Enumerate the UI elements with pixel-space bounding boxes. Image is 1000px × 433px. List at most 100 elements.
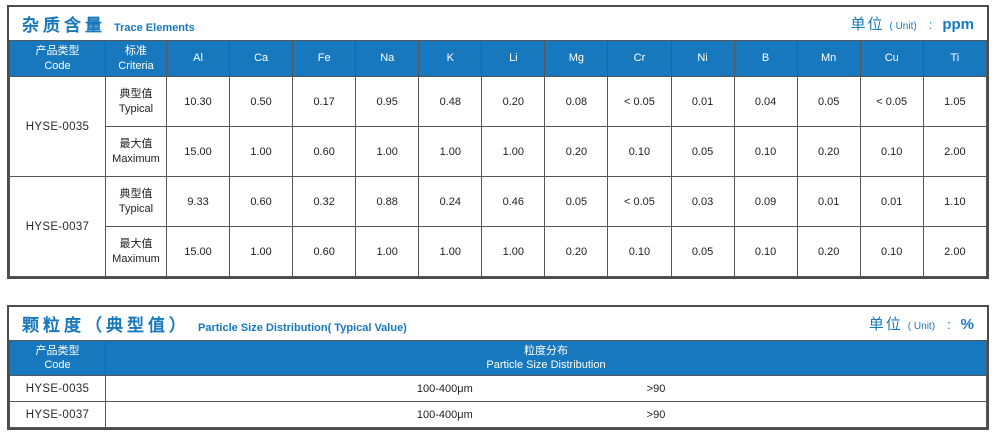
table-row: HYSE-0035 典型值 Typical 10.30 0.50 0.17 0.… (9, 76, 988, 177)
col-header-distribution: 粒度分布 Particle Size Distribution (105, 340, 987, 376)
col-dist-en: Particle Size Distribution (486, 359, 606, 371)
trace-value-cell: 0.50 (229, 76, 294, 127)
criteria-cell: 典型值 Typical (105, 176, 167, 227)
col-header-element: Fe (292, 40, 357, 77)
unit-separator: : (928, 17, 933, 32)
size-percentage: >90 (646, 408, 666, 421)
particle-size-table: 颗粒度（典型值） Particle Size Distribution( Typ… (7, 305, 989, 430)
table-row: 最大值 Maximum 15.00 1.00 0.60 1.00 1.00 1.… (10, 126, 988, 177)
trace-value-cell: 0.60 (292, 126, 357, 177)
criteria-en: Typical (118, 102, 154, 115)
distribution-cell: 100-400μm >90 (105, 401, 987, 428)
trace-value-cell: 0.10 (733, 226, 798, 277)
trace-title-zh: 杂质含量 (22, 16, 106, 35)
trace-value-cell: 0.10 (859, 126, 924, 177)
unit-zh: 单位 (850, 16, 885, 33)
trace-value-cell: 0.10 (733, 126, 798, 177)
table-row: HYSE-0035 100-400μm >90 (9, 375, 987, 402)
col-code-zh: 产品类型 (35, 344, 80, 357)
criteria-zh: 最大值 (119, 238, 153, 251)
trace-value-cell: 0.05 (670, 126, 735, 177)
trace-value-cell: 1.00 (229, 226, 294, 277)
table-row: 最大值 Maximum 15.00 1.00 0.60 1.00 1.00 1.… (10, 226, 988, 277)
col-header-element: Ti (922, 40, 988, 77)
col-header-element: Ni (670, 40, 735, 77)
trace-value-cell: 0.95 (355, 76, 420, 127)
trace-value-cell: 15.00 (165, 126, 231, 177)
trace-value-cell: 0.03 (670, 176, 735, 227)
trace-value-cell: 1.00 (229, 126, 294, 177)
distribution-cell: 100-400μm >90 (105, 375, 987, 402)
criteria-en: Maximum (112, 152, 160, 165)
trace-value-cell: 1.00 (481, 226, 546, 277)
trace-value-cell: 0.17 (292, 76, 357, 127)
col-header-element: B (733, 40, 798, 77)
trace-title-en: Trace Elements (114, 22, 195, 34)
criteria-zh: 最大值 (119, 138, 153, 151)
trace-value-cell: 0.09 (733, 176, 798, 227)
trace-value-cell: 0.20 (544, 126, 609, 177)
product-code-cell: HYSE-0037 (9, 176, 106, 277)
trace-value-cell: 1.05 (922, 76, 988, 127)
trace-value-cell: 1.00 (418, 226, 483, 277)
trace-value-cell: 0.24 (418, 176, 483, 227)
trace-value-cell: 0.04 (733, 76, 798, 127)
trace-value-cell: 0.88 (355, 176, 420, 227)
unit-en: ( Unit) (907, 321, 936, 332)
trace-data-grid: 产品类型 Code 标准 Criteria Al Ca Fe Na K Li M… (9, 40, 988, 277)
col-header-element: Cu (859, 40, 924, 77)
trace-value-cell: 0.60 (229, 176, 294, 227)
particle-header-row: 产品类型 Code 粒度分布 Particle Size Distributio… (9, 340, 987, 376)
criteria-cell: 最大值 Maximum (105, 126, 167, 177)
col-header-element: K (418, 40, 483, 77)
trace-unit-label: 单位 ( Unit) : ppm (850, 13, 974, 34)
criteria-zh: 典型值 (119, 88, 153, 101)
col-header-element: Ca (229, 40, 294, 77)
unit-en: ( Unit) (889, 21, 917, 32)
trace-value-cell: 0.60 (292, 226, 357, 277)
trace-value-cell: 0.32 (292, 176, 357, 227)
particle-data-grid: 产品类型 Code 粒度分布 Particle Size Distributio… (9, 340, 987, 428)
table-row: HYSE-0037 典型值 Typical 9.33 0.60 0.32 0.8… (9, 176, 988, 277)
trace-value-cell: 0.20 (796, 126, 861, 177)
table-row: HYSE-0037 100-400μm >90 (9, 401, 987, 428)
col-header-element: Cr (607, 40, 672, 77)
col-code-en: Code (44, 59, 71, 72)
trace-value-cell: 9.33 (165, 176, 231, 227)
trace-value-cell: 0.01 (796, 176, 861, 227)
trace-value-cell: 0.46 (481, 176, 546, 227)
trace-value-cell: 2.00 (922, 126, 988, 177)
trace-value-cell: 0.20 (544, 226, 609, 277)
trace-value-cell: < 0.05 (607, 176, 672, 227)
particle-title-bar: 颗粒度（典型值） Particle Size Distribution( Typ… (9, 307, 987, 340)
col-code-zh: 产品类型 (35, 45, 80, 58)
trace-elements-table: 杂质含量 Trace Elements 单位 ( Unit) : ppm 产品类… (7, 5, 989, 279)
criteria-cell: 最大值 Maximum (105, 226, 167, 277)
trace-value-cell: 0.01 (859, 176, 924, 227)
particle-title-zh: 颗粒度（典型值） (22, 316, 190, 335)
size-percentage: >90 (646, 382, 666, 395)
product-code-cell: HYSE-0035 (9, 375, 106, 402)
trace-title-bar: 杂质含量 Trace Elements 单位 ( Unit) : ppm (9, 7, 987, 40)
col-criteria-en: Criteria (118, 59, 154, 72)
trace-value-cell: 0.08 (544, 76, 609, 127)
trace-value-cell: 0.20 (796, 226, 861, 277)
col-header-code: 产品类型 Code (9, 40, 106, 77)
trace-value-cell: 1.00 (355, 226, 420, 277)
product-code-cell: HYSE-0037 (9, 401, 106, 428)
criteria-en: Maximum (112, 252, 160, 265)
trace-value-cell: 2.00 (922, 226, 988, 277)
trace-value-cell: 1.00 (481, 126, 546, 177)
trace-value-cell: 0.05 (670, 226, 735, 277)
trace-header-row: 产品类型 Code 标准 Criteria Al Ca Fe Na K Li M… (9, 40, 988, 77)
col-dist-zh: 粒度分布 (524, 344, 568, 357)
col-header-element: Mg (544, 40, 609, 77)
trace-value-cell: 1.00 (418, 126, 483, 177)
trace-value-cell: < 0.05 (607, 76, 672, 127)
unit-value: ppm (942, 16, 974, 33)
trace-value-cell: 0.01 (670, 76, 735, 127)
unit-separator: : (947, 317, 951, 332)
col-criteria-zh: 标准 (125, 45, 147, 58)
trace-value-cell: 0.10 (859, 226, 924, 277)
size-range: 100-400μm (416, 408, 473, 421)
